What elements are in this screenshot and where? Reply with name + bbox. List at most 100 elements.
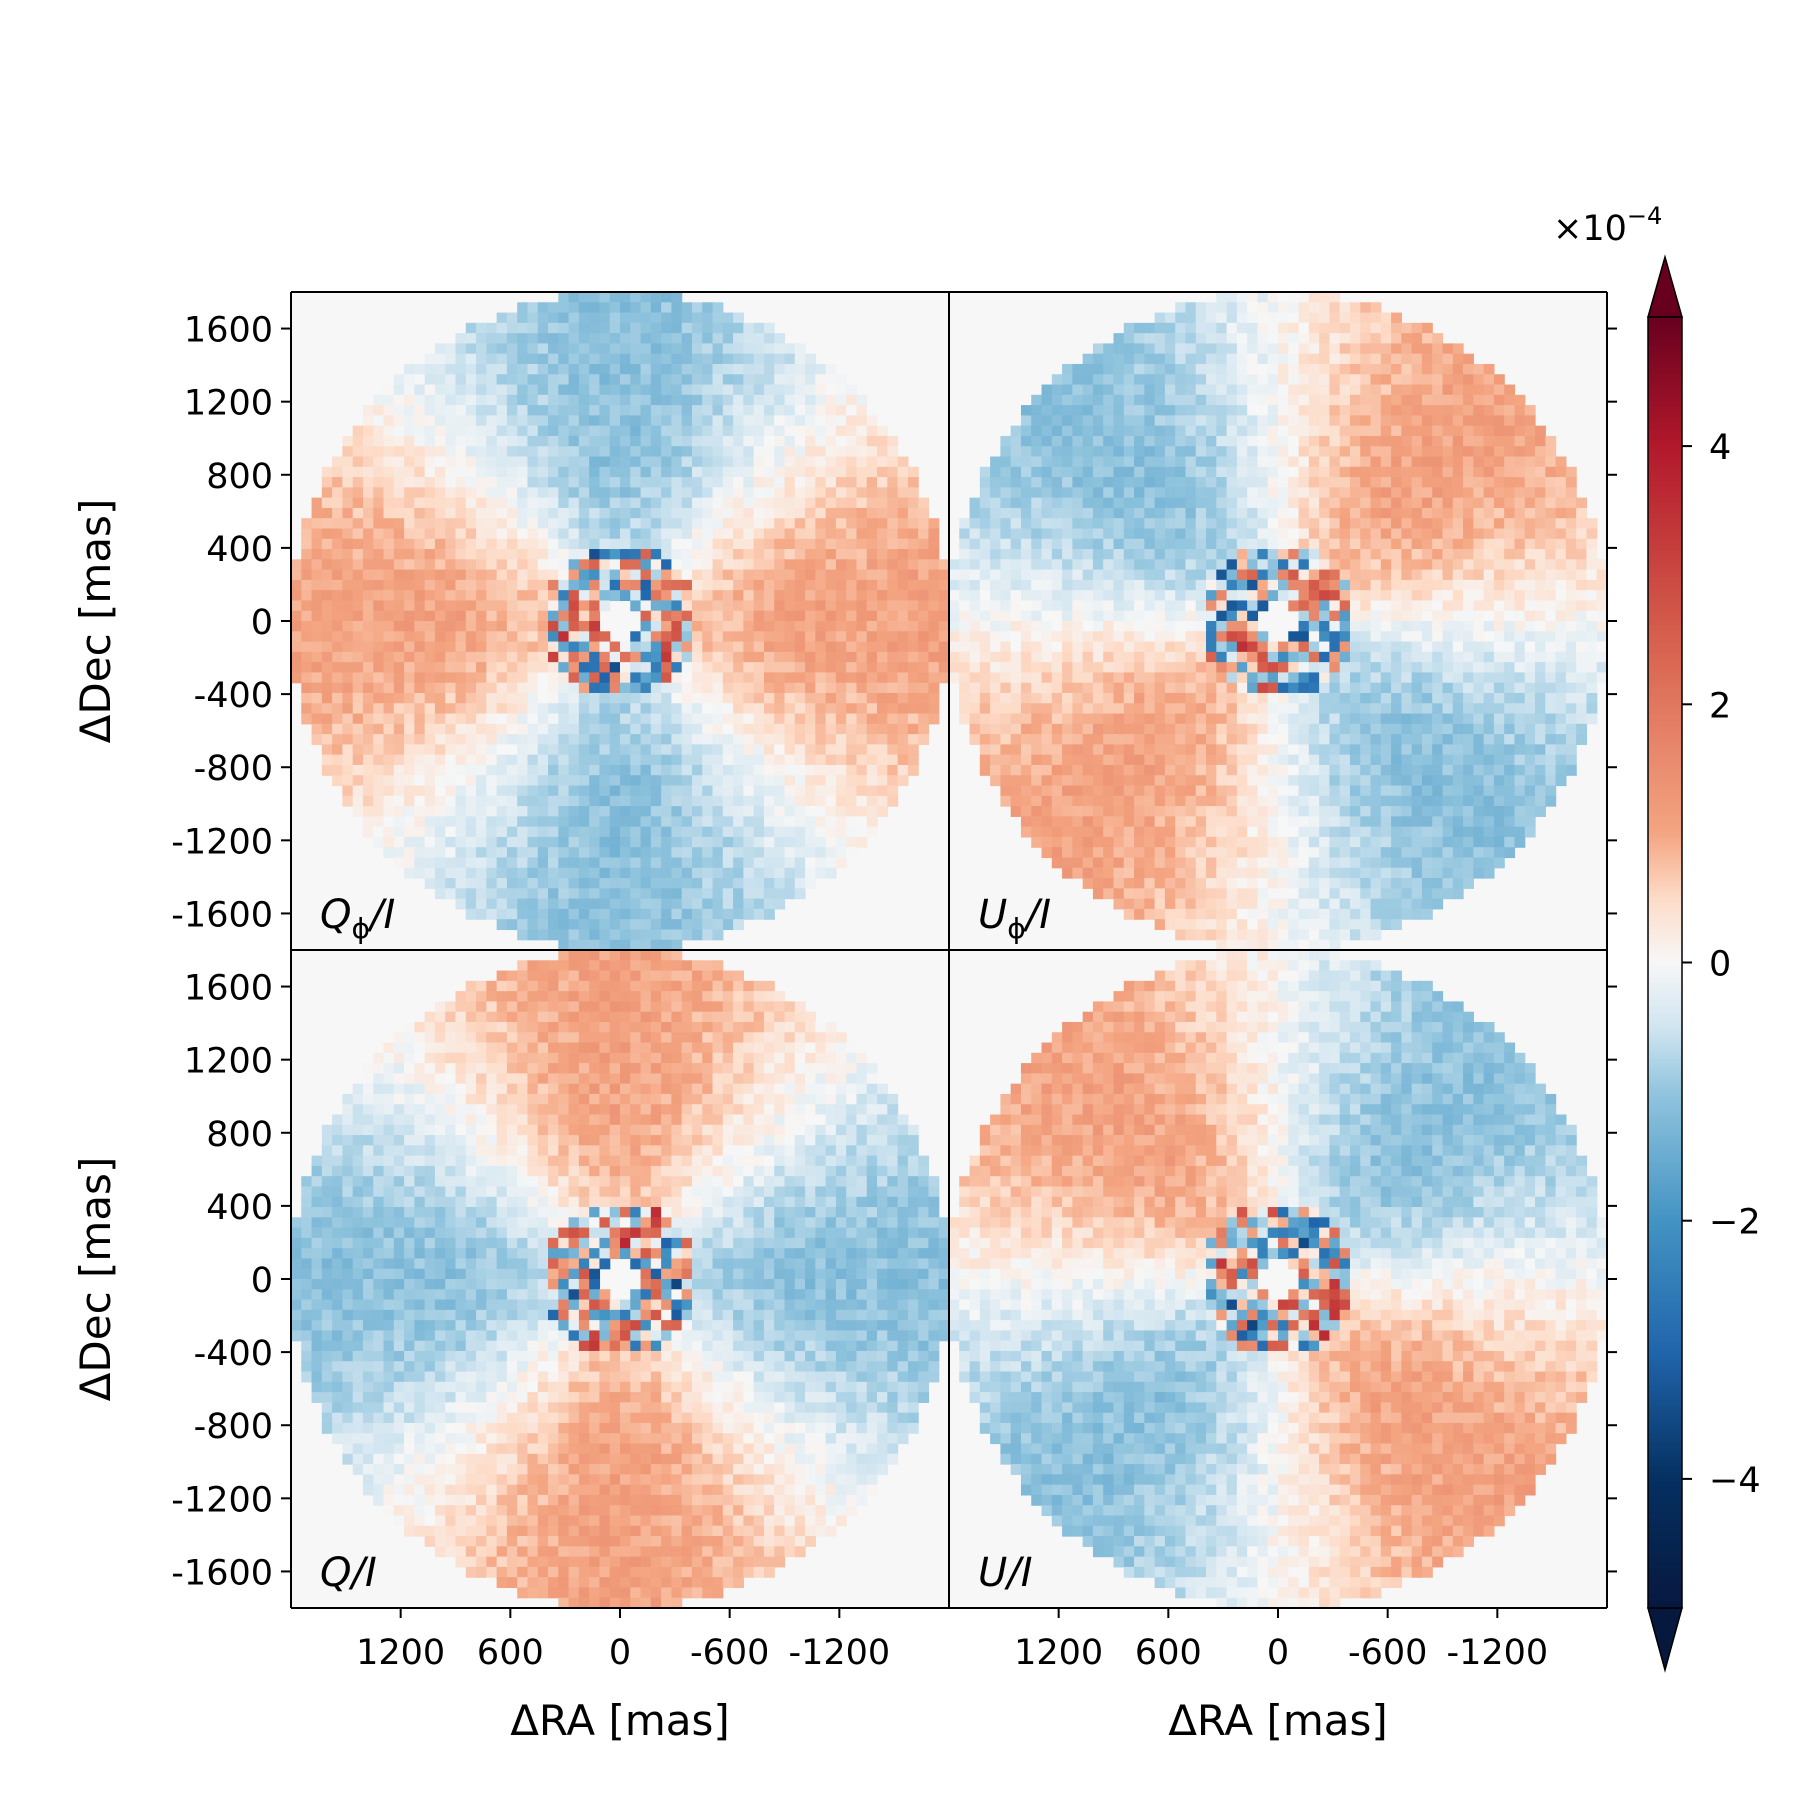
heatmap-cell (404, 754, 415, 766)
heatmap-cell (691, 538, 703, 550)
heatmap-cell (496, 631, 508, 643)
heatmap-cell (1185, 415, 1197, 427)
heatmap-cell (1236, 569, 1248, 581)
heatmap-cell (362, 507, 374, 519)
heatmap-cell (774, 672, 786, 684)
heatmap-cell (1031, 528, 1043, 540)
heatmap-cell (1051, 394, 1063, 406)
heatmap-cell (661, 590, 673, 602)
heatmap-cell (1288, 785, 1300, 797)
heatmap-cell (650, 569, 662, 581)
heatmap-cell (1185, 569, 1197, 581)
heatmap-cell (743, 353, 755, 365)
heatmap-cell (846, 836, 858, 848)
heatmap-cell (332, 631, 344, 643)
heatmap-cell (887, 723, 899, 735)
heatmap-cell (1123, 559, 1135, 571)
heatmap-cell (445, 713, 457, 725)
heatmap-cell (455, 888, 467, 900)
heatmap-cell (1267, 734, 1279, 745)
heatmap-cell (1154, 322, 1166, 334)
heatmap-cell (1278, 826, 1289, 838)
heatmap-cell (1041, 590, 1053, 602)
heatmap-cell (1278, 569, 1289, 581)
heatmap-cell (311, 631, 323, 643)
heatmap-cell (455, 569, 467, 581)
heatmap-cell (383, 662, 395, 674)
heatmap-cell (1031, 549, 1043, 560)
heatmap-cell (1010, 477, 1022, 488)
heatmap-cell (949, 651, 960, 663)
heatmap-cell (486, 538, 498, 550)
heatmap-cell (712, 415, 724, 427)
heatmap-cell (743, 333, 755, 345)
heatmap-cell (332, 672, 344, 684)
heatmap-cell (434, 487, 446, 499)
heatmap-cell (846, 847, 858, 859)
heatmap-cell (835, 425, 847, 437)
heatmap-cell (609, 374, 621, 386)
heatmap-cell (1072, 610, 1084, 622)
heatmap-cell (969, 734, 981, 745)
heatmap-cell (1154, 919, 1166, 931)
heatmap-cell (1247, 353, 1259, 365)
heatmap-cell (1144, 394, 1156, 406)
heatmap-cell (404, 662, 415, 674)
heatmap-cell (1062, 590, 1073, 602)
heatmap-cell (866, 435, 878, 447)
heatmap-cell (640, 477, 652, 488)
heatmap-cell (486, 734, 498, 745)
heatmap-cell (722, 487, 734, 499)
heatmap-cell (743, 785, 755, 797)
heatmap-cell (1206, 775, 1217, 787)
heatmap-cell (1041, 456, 1053, 468)
heatmap-cell (1082, 497, 1094, 509)
heatmap-cell (640, 764, 652, 776)
heatmap-cell (332, 764, 344, 776)
heatmap-cell (486, 908, 498, 920)
heatmap-cell (630, 466, 642, 478)
heatmap-cell (589, 939, 601, 951)
heatmap-cell (1164, 631, 1176, 643)
heatmap-cell (1288, 857, 1300, 869)
heatmap-cell (794, 549, 806, 560)
heatmap-cell (599, 826, 611, 838)
heatmap-cell (1164, 435, 1176, 447)
heatmap-cell (1175, 456, 1187, 468)
heatmap-cell (722, 518, 734, 530)
heatmap-cell (681, 518, 693, 530)
heatmap-cell (1010, 806, 1022, 817)
heatmap-cell (815, 641, 827, 653)
heatmap-cell (465, 487, 477, 499)
heatmap-cell (661, 549, 673, 560)
heatmap-cell (1288, 507, 1300, 519)
heatmap-cell (1267, 446, 1279, 458)
heatmap-cell (434, 888, 446, 900)
heatmap-cell (455, 579, 467, 591)
heatmap-cell (1082, 538, 1094, 550)
heatmap-cell (753, 857, 765, 869)
heatmap-cell (342, 744, 354, 756)
heatmap-cell (1257, 394, 1269, 406)
heatmap-cell (1164, 651, 1176, 663)
heatmap-cell (404, 672, 415, 684)
heatmap-cell (661, 292, 673, 303)
heatmap-cell (537, 764, 549, 776)
heatmap-cell (640, 322, 652, 334)
heatmap-cell (620, 579, 631, 591)
heatmap-cell (1278, 878, 1289, 889)
heatmap-cell (1298, 538, 1310, 550)
heatmap-cell (702, 569, 714, 581)
heatmap-cell (1175, 775, 1187, 787)
heatmap-cell (1103, 857, 1115, 869)
heatmap-cell (1103, 888, 1115, 900)
heatmap-cell (1247, 929, 1259, 941)
heatmap-cell (1288, 682, 1300, 694)
heatmap-cell (1236, 734, 1248, 745)
heatmap-cell (1226, 662, 1238, 674)
heatmap-cell (1206, 919, 1217, 931)
heatmap-cell (1103, 744, 1115, 756)
heatmap-cell (805, 662, 816, 674)
heatmap-cell (1082, 466, 1094, 478)
heatmap-cell (578, 723, 590, 735)
